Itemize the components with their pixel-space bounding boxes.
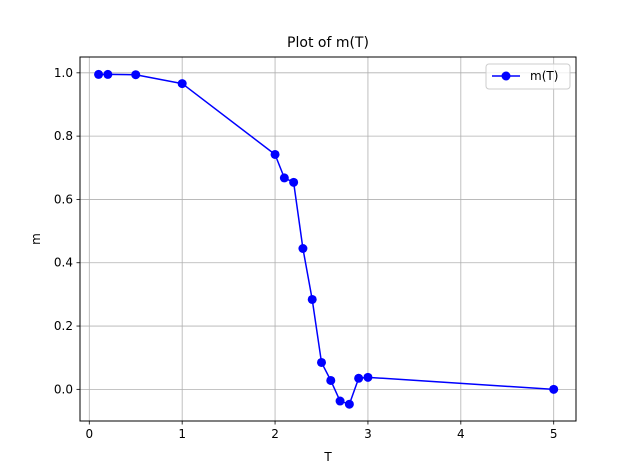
x-axis: 0 1 2 3 4 5 [85, 421, 558, 441]
x-tick-label: 5 [550, 427, 558, 441]
grid [80, 57, 576, 421]
data-point [326, 375, 336, 385]
y-axis: 0.0 0.2 0.4 0.6 0.8 1.0 [54, 66, 80, 396]
series-layer [94, 69, 559, 409]
data-point [335, 396, 345, 406]
chart-title: Plot of m(T) [287, 35, 369, 51]
y-tick-label: 0.6 [54, 192, 73, 206]
y-tick-label: 0.8 [54, 129, 73, 143]
data-point [103, 69, 113, 79]
y-tick-label: 0.2 [54, 319, 73, 333]
data-point [307, 294, 317, 304]
data-point [298, 243, 308, 253]
data-point [344, 399, 354, 409]
legend: m(T) [485, 63, 571, 90]
data-point [131, 70, 141, 80]
data-point [270, 149, 280, 159]
data-point [94, 69, 104, 79]
x-tick-label: 4 [457, 427, 465, 441]
x-tick-label: 1 [178, 427, 186, 441]
data-point [316, 357, 326, 367]
y-tick-label: 1.0 [54, 66, 73, 80]
data-point [177, 79, 187, 89]
legend-marker [501, 71, 511, 81]
x-tick-label: 0 [85, 427, 93, 441]
legend-box [485, 63, 571, 90]
legend-label: m(T) [530, 69, 558, 83]
x-tick-label: 2 [271, 427, 279, 441]
data-point [363, 372, 373, 382]
data-point [354, 373, 364, 383]
data-point [289, 177, 299, 187]
data-point [549, 384, 559, 394]
y-tick-label: 0.0 [54, 382, 73, 396]
series-line [98, 73, 554, 405]
y-tick-label: 0.4 [54, 256, 73, 270]
x-tick-label: 3 [364, 427, 372, 441]
data-point [279, 173, 289, 183]
plot-area-frame [79, 56, 577, 422]
x-axis-label: T [323, 450, 332, 464]
y-axis-label: m [29, 233, 43, 245]
